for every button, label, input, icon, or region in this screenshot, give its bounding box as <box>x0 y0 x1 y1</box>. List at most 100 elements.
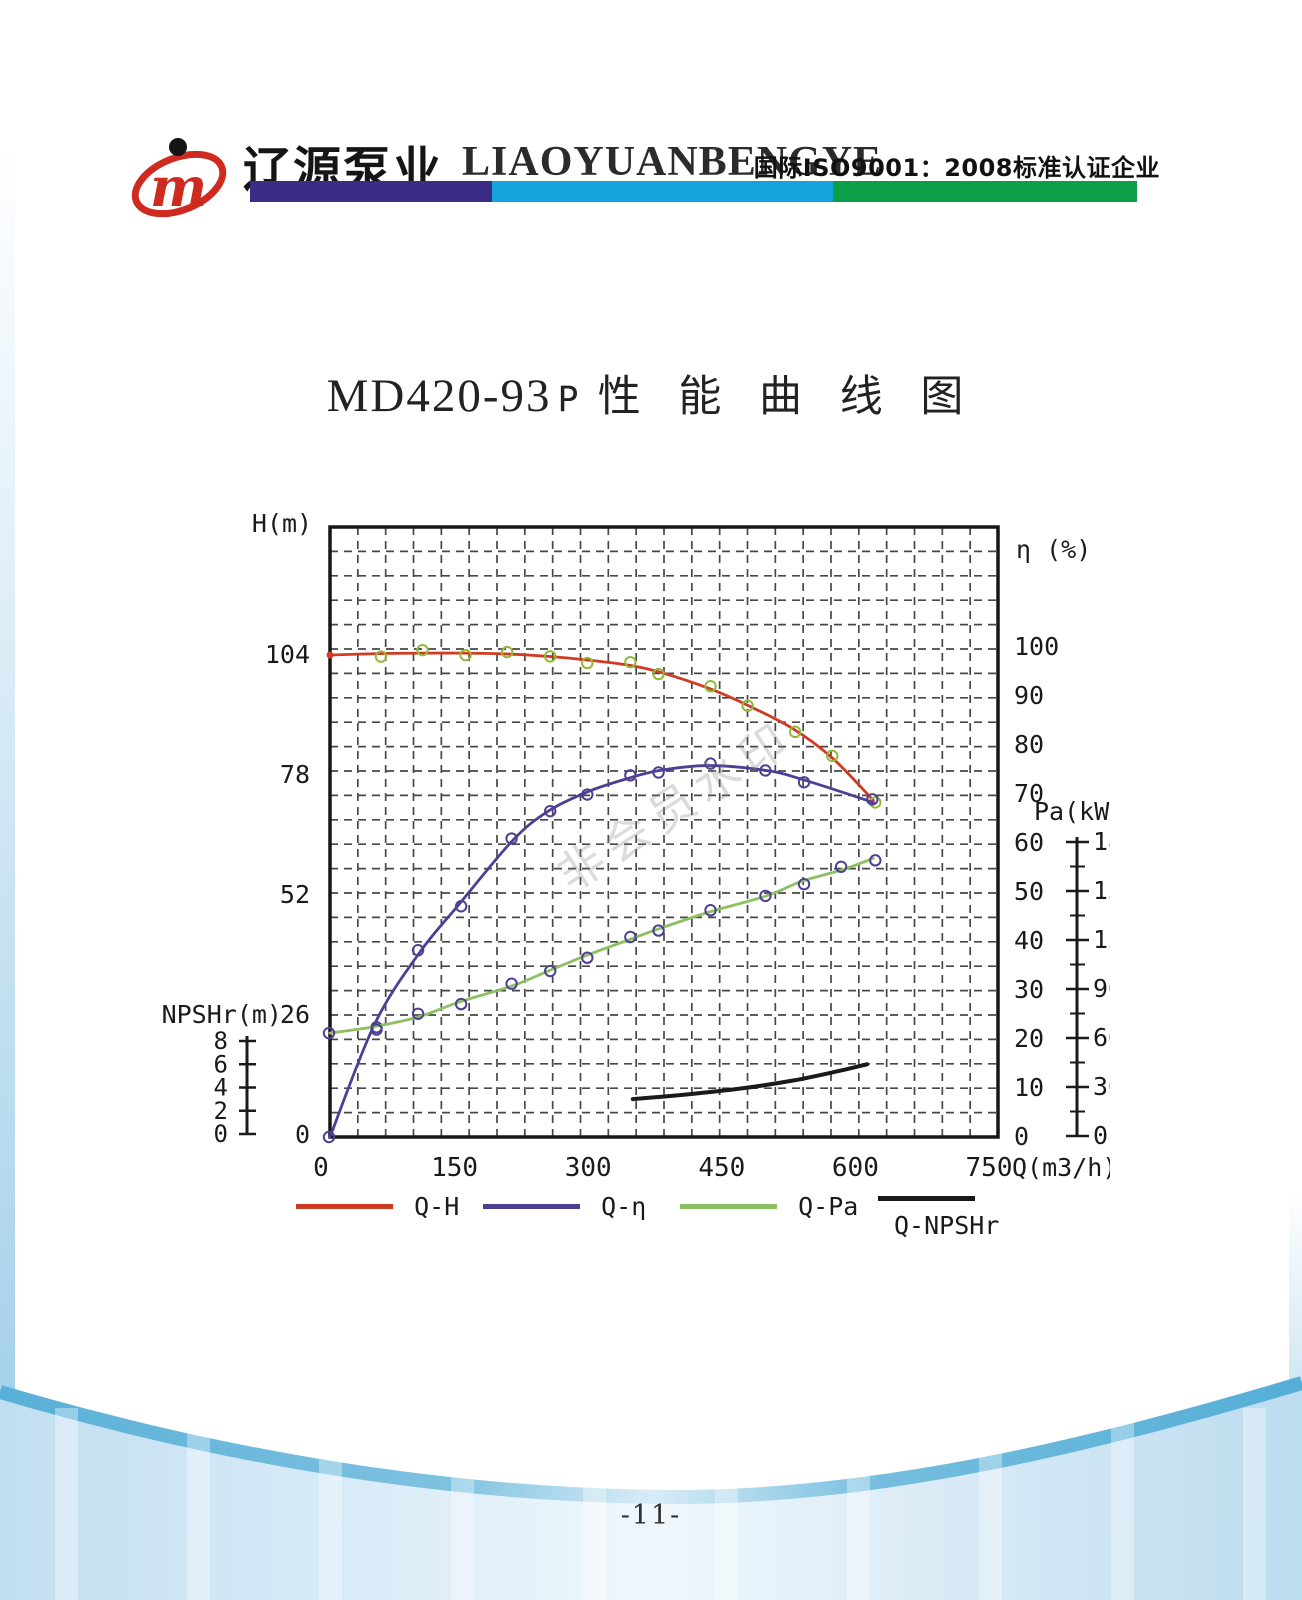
data-marker <box>416 643 429 657</box>
data-marker <box>624 769 637 782</box>
eta-tick-label: 0 <box>1014 1122 1029 1151</box>
data-marker <box>500 645 514 659</box>
data-marker <box>454 900 468 913</box>
data-marker <box>834 860 848 873</box>
plot-border <box>328 525 1000 1139</box>
data-marker <box>544 650 557 663</box>
pa-axis-label: Pa(kW) <box>1034 797 1110 826</box>
eta-tick-label: 70 <box>1014 779 1044 808</box>
data-marker <box>581 656 594 670</box>
h-tick-label: 0 <box>295 1120 310 1149</box>
npshr-tick-label: 2 <box>214 1097 228 1125</box>
data-marker <box>759 764 772 777</box>
data-marker <box>869 854 882 867</box>
data-marker <box>652 766 665 779</box>
h-tick-label: 52 <box>280 880 310 909</box>
data-marker <box>459 648 472 662</box>
data-marker <box>322 1026 336 1040</box>
data-marker <box>411 944 425 957</box>
x-tick-label: 300 <box>565 1153 612 1183</box>
company-name-en: LIAOYUANBENGYE <box>462 139 883 185</box>
npshr-tick-label: 4 <box>214 1074 228 1102</box>
legend-item-qpa: Q-Pa <box>680 1192 900 1221</box>
bar-segment-purple <box>250 181 492 202</box>
h-axis-label: H(m) <box>252 509 312 538</box>
pa-tick-label: 150 <box>1093 876 1110 905</box>
series-Q-H <box>326 643 882 809</box>
bar-segment-green <box>833 181 1137 202</box>
title-cjk: 性 能 曲 线 图 <box>597 372 976 422</box>
data-marker <box>581 951 594 964</box>
legend-label-qnpshr: Q-NPSHr <box>894 1211 1000 1240</box>
grid <box>330 527 998 1137</box>
series-Q-Pa <box>322 854 882 1040</box>
logo-monogram: m <box>150 155 207 219</box>
data-marker <box>704 757 717 770</box>
legend-swatch-qeta <box>483 1204 580 1209</box>
pa-tick-label: 90 <box>1093 974 1110 1003</box>
x-tick-label: 600 <box>832 1153 879 1183</box>
series-Q-NPSHr <box>630 1062 870 1102</box>
npshr-axis <box>239 1036 256 1136</box>
eta-tick-label: 50 <box>1014 877 1044 906</box>
npshr-tick-label: 8 <box>214 1027 228 1055</box>
data-marker <box>741 699 754 712</box>
data-marker <box>322 1130 336 1144</box>
bar-segment-blue <box>492 181 833 202</box>
data-marker <box>505 977 518 990</box>
company-logo: m <box>131 138 227 219</box>
footer-wave <box>0 1376 1302 1600</box>
eta-tick-label: 20 <box>1014 1024 1044 1053</box>
legend-swatch-qh <box>296 1204 393 1209</box>
data-marker <box>411 1007 425 1020</box>
data-marker <box>866 793 879 806</box>
data-marker <box>624 655 637 669</box>
npshr-axis-label: NPSHr(m) <box>162 1000 282 1029</box>
data-marker <box>652 667 665 681</box>
pa-tick-label: 30 <box>1093 1072 1110 1101</box>
legend-label-qpa: Q-Pa <box>798 1192 859 1221</box>
logo-dot <box>169 138 187 156</box>
x-tick-label: 0 <box>313 1153 329 1183</box>
npshr-tick-label: 0 <box>214 1120 228 1148</box>
h-tick-label: 78 <box>280 760 310 789</box>
eta-tick-label: 80 <box>1014 730 1044 759</box>
page-number: -11- <box>620 1500 682 1531</box>
h-tick-label: 26 <box>280 1000 310 1029</box>
data-marker <box>797 878 811 891</box>
npshr-tick-label: 6 <box>214 1050 228 1078</box>
x-tick-label: 450 <box>698 1153 745 1183</box>
data-marker <box>374 650 388 663</box>
legend-item-qnpshr: Q-NPSHr <box>878 1192 1098 1240</box>
h-tick-label: 104 <box>265 640 310 669</box>
series-Q-η <box>322 757 879 1144</box>
data-marker <box>505 832 518 845</box>
title-model: MD420-93 <box>326 370 552 422</box>
pa-axis <box>1066 837 1089 1138</box>
data-marker <box>788 725 802 739</box>
legend-swatch-qnpshr <box>878 1196 975 1201</box>
data-marker <box>624 930 637 944</box>
pa-tick-label: 180 <box>1093 827 1110 856</box>
data-marker <box>454 997 468 1011</box>
eta-tick-label: 10 <box>1014 1073 1044 1102</box>
page-title: MD420-93 P 性 能 曲 线 图 <box>0 362 1302 424</box>
data-marker <box>704 680 717 693</box>
eta-tick-label: 30 <box>1014 975 1044 1004</box>
legend-item-qeta: Q-η <box>483 1192 703 1221</box>
eta-tick-label: 60 <box>1014 828 1044 857</box>
data-marker <box>544 804 557 818</box>
x-tick-label: 750 <box>966 1153 1013 1183</box>
data-marker <box>704 904 717 917</box>
header-color-bar <box>250 181 1137 202</box>
eta-tick-label: 100 <box>1014 632 1059 661</box>
legend-swatch-qpa <box>680 1204 777 1209</box>
pa-tick-label: 120 <box>1093 925 1110 954</box>
x-tick-label: 150 <box>431 1153 478 1183</box>
eta-axis-label: η (%) <box>1016 535 1091 564</box>
data-marker <box>759 889 772 903</box>
title-suffix: P <box>557 380 579 420</box>
x-axis-label: Q(m3/h) <box>1012 1153 1110 1182</box>
pa-tick-label: 60 <box>1093 1023 1110 1052</box>
